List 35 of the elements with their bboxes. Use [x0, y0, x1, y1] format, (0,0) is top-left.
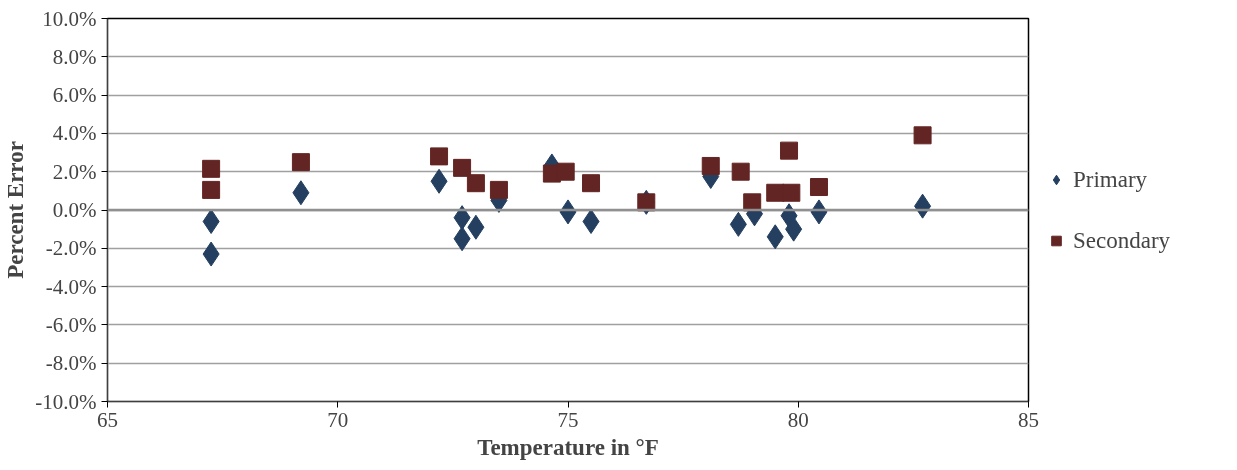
x-tick-label: 70 — [327, 407, 349, 432]
point — [913, 126, 932, 145]
point — [466, 174, 485, 193]
point — [731, 162, 750, 181]
y-tick-label: -2.0% — [45, 236, 97, 261]
point — [782, 183, 801, 202]
legend-label: Secondary — [1073, 227, 1171, 253]
y-tick-label: 6.0% — [52, 83, 97, 108]
y-tick-label: 0.0% — [52, 198, 97, 222]
x-tick-label: 85 — [1018, 407, 1039, 432]
y-tick-label: -6.0% — [45, 312, 97, 337]
point — [202, 180, 221, 199]
x-tick-label: 75 — [557, 407, 579, 432]
point — [556, 162, 575, 181]
point — [202, 159, 221, 178]
y-tick-label: 2.0% — [52, 159, 97, 184]
x-tick-label: 80 — [787, 407, 809, 432]
y-tick-label: -10.0% — [35, 389, 97, 414]
point — [809, 178, 828, 197]
y-tick-label: -4.0% — [45, 274, 97, 299]
y-tick-label: -8.0% — [45, 351, 97, 376]
legend-label: Primary — [1073, 166, 1148, 192]
y-tick-label: 10.0% — [42, 6, 97, 31]
x-axis-title: Temperature in °F — [477, 434, 659, 460]
point — [453, 158, 472, 177]
point — [780, 141, 799, 160]
y-tick-label: 8.0% — [52, 44, 97, 69]
point — [291, 153, 310, 172]
point — [489, 180, 508, 199]
point — [582, 174, 601, 193]
y-axis-title: Percent Error — [3, 141, 29, 279]
point — [430, 147, 449, 166]
x-tick-label: 65 — [97, 407, 118, 432]
point — [701, 156, 720, 175]
y-tick-label: 4.0% — [52, 121, 97, 146]
